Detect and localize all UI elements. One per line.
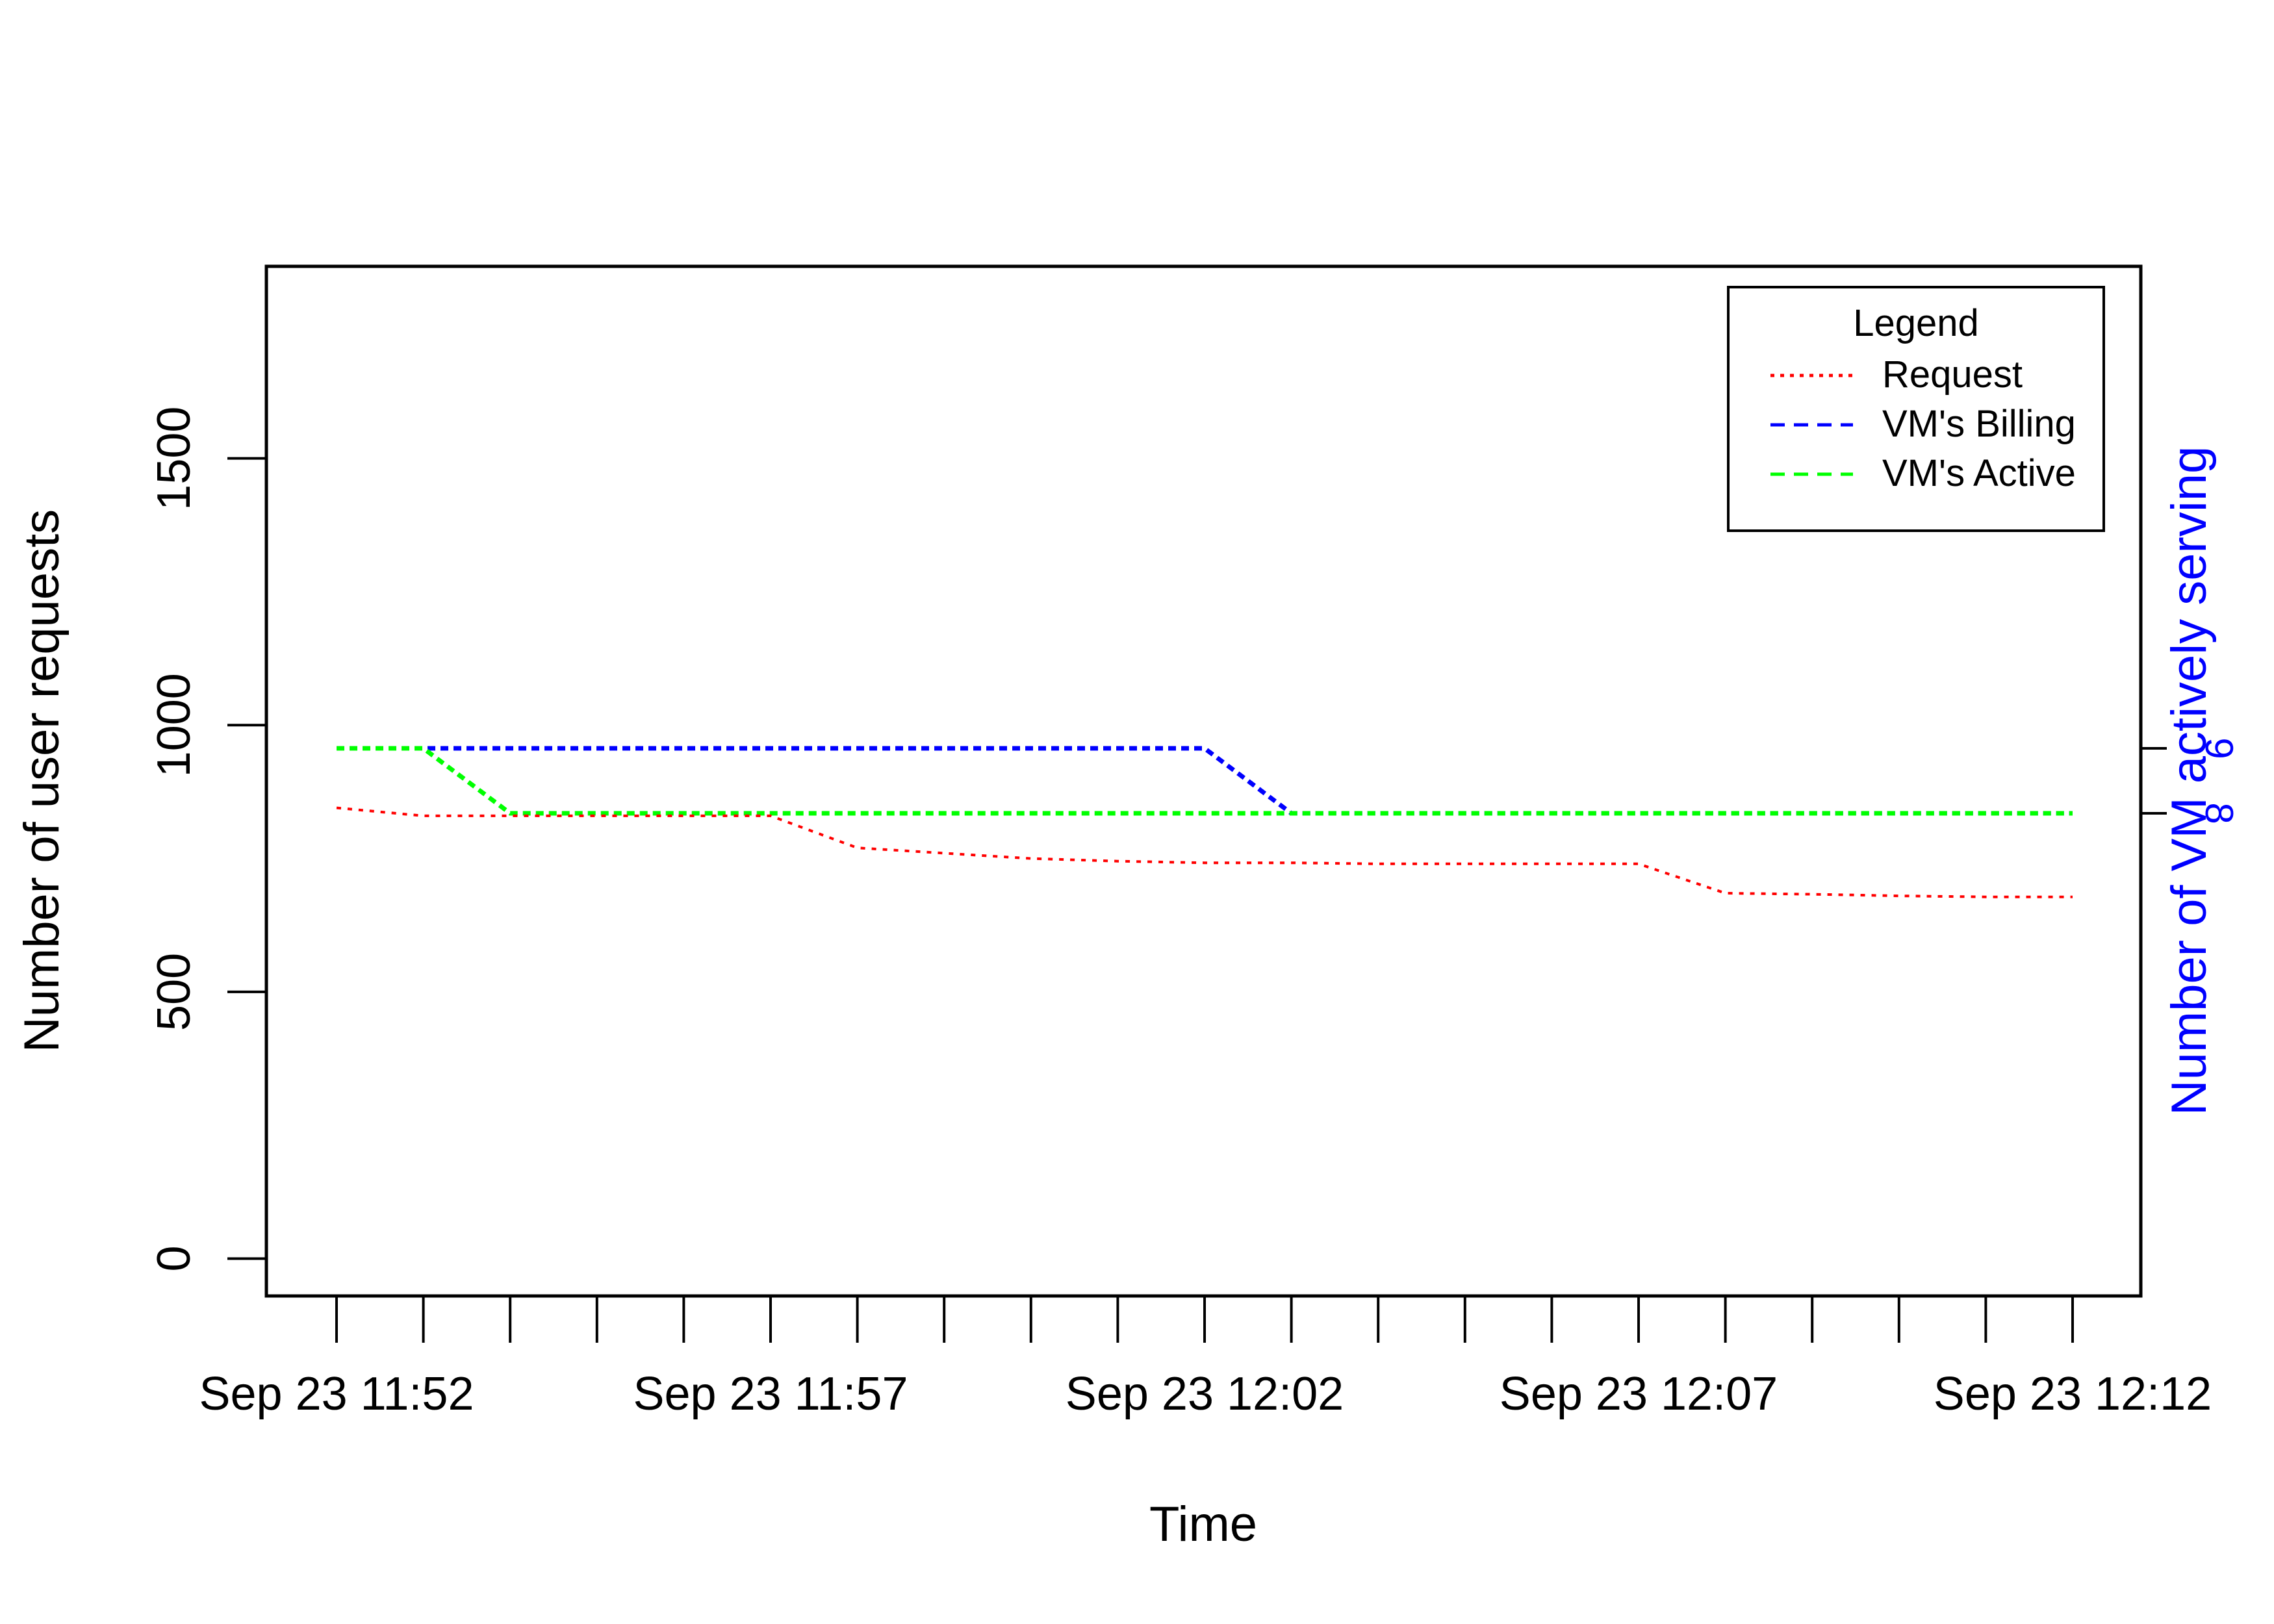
legend-box [1727,286,2105,532]
y-axis-title: Number of user requests [14,509,70,1052]
series-line-vm-s-billing [337,746,2073,816]
legend: Legend Request VM's Billing VM's Active [1727,286,2105,532]
legend-title: Legend [1853,302,1979,344]
plot-lines [336,746,2073,898]
y-tick-label: 500 [148,953,200,1031]
x-tick-label: Sep 23 12:12 [1934,1368,2212,1420]
x-tick-label: Sep 23 12:07 [1500,1368,1778,1420]
legend-items: Request VM's Billing VM's Active [1770,353,2076,494]
x-tick-label: Sep 23 12:02 [1066,1368,1344,1420]
legend-label: VM's Active [1882,452,2076,494]
x-axis-ticks: Sep 23 11:52 Sep 23 11:57 Sep 23 12:02 Sep … [199,1296,2212,1420]
x-axis-title: Time [1149,1497,1257,1552]
plot-frame [264,264,2143,1298]
y-axis-ticks: 0 500 1000 1500 [148,407,266,1272]
y2-tick-label: 9 [2197,737,2241,759]
legend-label: VM's Billing [1882,403,2076,445]
y-tick-label: 0 [148,1245,200,1271]
legend-label: Request [1882,353,2023,396]
series-line-request [336,806,2073,898]
y2-axis-ticks: 89 [2141,737,2241,824]
x-tick-label: Sep 23 11:52 [199,1368,474,1420]
y2-tick-label: 8 [2197,802,2241,824]
series-line-vm-s-active [337,746,2073,816]
y-tick-label: 1500 [148,407,200,511]
x-tick-label: Sep 23 11:57 [633,1368,908,1420]
y-tick-label: 1000 [148,673,200,777]
y2-axis-title: Number of VM actively serving [2162,446,2217,1116]
